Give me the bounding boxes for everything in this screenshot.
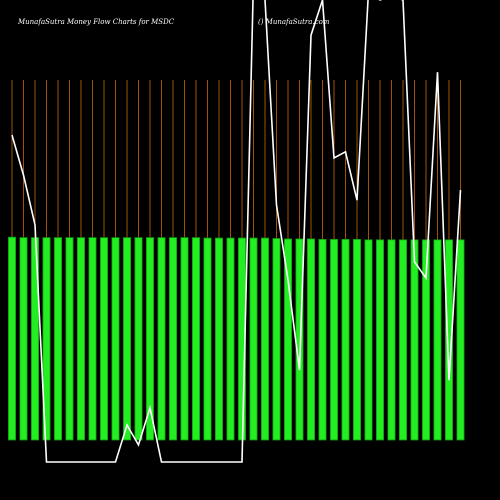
bar xyxy=(306,238,315,441)
bar xyxy=(352,238,361,441)
bar xyxy=(260,237,269,441)
bar xyxy=(421,239,430,441)
line xyxy=(11,0,462,463)
bar xyxy=(100,237,109,441)
bar xyxy=(456,239,465,441)
bar xyxy=(214,237,223,441)
bar xyxy=(123,237,132,441)
bar xyxy=(249,237,258,441)
bar xyxy=(433,239,442,441)
bar xyxy=(111,237,120,441)
bar xyxy=(7,236,16,441)
bar xyxy=(19,237,28,441)
bar xyxy=(364,239,373,441)
bar xyxy=(203,237,212,441)
bar xyxy=(295,238,304,441)
bar xyxy=(329,238,338,441)
bar xyxy=(444,239,453,441)
bar xyxy=(387,239,396,441)
bar xyxy=(88,237,97,441)
bar xyxy=(65,237,74,441)
bar xyxy=(145,237,154,441)
bar xyxy=(226,237,235,441)
bar xyxy=(410,239,419,441)
bar xyxy=(134,237,143,441)
bar xyxy=(283,238,292,441)
bar xyxy=(42,237,51,441)
bar xyxy=(191,237,200,441)
bar xyxy=(272,238,281,441)
bar xyxy=(168,237,177,441)
bar xyxy=(77,237,86,441)
bar xyxy=(375,239,384,441)
bar xyxy=(398,239,407,441)
chart-title: MunafaSutra Money Flow Charts for MSDC xyxy=(17,18,175,26)
chart-subtitle: () MunafaSutra.com xyxy=(258,18,330,26)
bar xyxy=(180,237,189,441)
bar xyxy=(318,238,327,441)
bar xyxy=(157,237,166,441)
bar xyxy=(54,237,63,441)
bar xyxy=(341,238,350,441)
